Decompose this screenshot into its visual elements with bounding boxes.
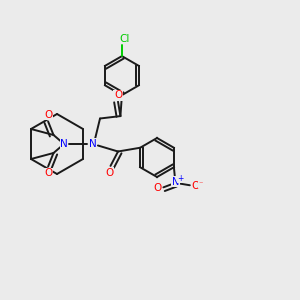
Text: N: N [88,139,96,149]
Text: Cl: Cl [119,34,130,44]
Text: N: N [172,177,179,187]
Text: +: + [177,173,183,182]
Text: O: O [153,183,161,193]
Text: O: O [114,90,122,100]
Text: ⁻: ⁻ [198,179,202,188]
Text: O: O [44,168,52,178]
Text: O: O [44,110,52,120]
Text: N: N [60,139,68,149]
Text: O: O [105,167,113,178]
Text: O: O [192,181,200,191]
